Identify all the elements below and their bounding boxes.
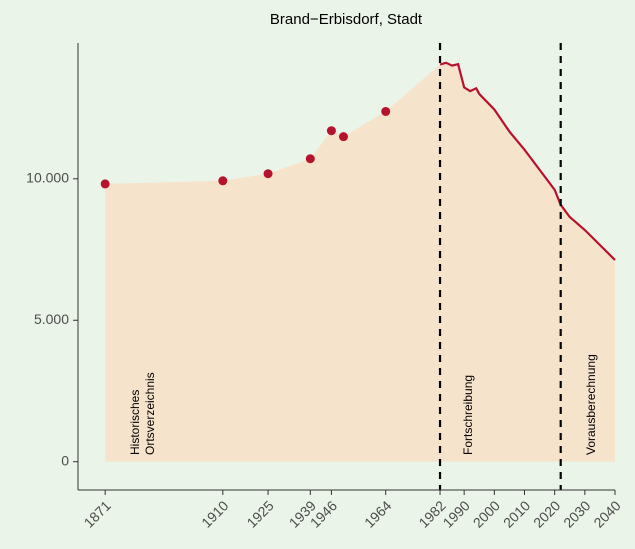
x-tick-label: 2040	[590, 497, 623, 530]
y-tick-label: 10.000	[26, 170, 69, 186]
x-tick-label: 1964	[361, 497, 394, 530]
x-tick-label: 2020	[530, 497, 563, 530]
area	[105, 62, 616, 462]
x-tick-label: 1990	[440, 497, 473, 530]
point	[305, 154, 315, 164]
point	[263, 169, 273, 179]
annotation: Historisches	[128, 390, 142, 455]
chart-title: Brand−Erbisdorf, Stadt	[270, 11, 423, 28]
x-tick-label: 2030	[560, 497, 593, 530]
y-tick-label: 5.000	[34, 311, 69, 327]
line	[439, 61, 616, 261]
point	[338, 132, 348, 142]
annotation: Vorausberechnung	[584, 354, 598, 455]
point	[381, 106, 391, 116]
point	[218, 176, 228, 186]
y-tick-label: 0	[61, 452, 69, 468]
annotation: Ortsverzeichnis	[143, 372, 157, 455]
x-tick-label: 1925	[243, 497, 276, 530]
x-tick-label: 1871	[81, 497, 114, 530]
annotation: Fortschreibung	[461, 375, 475, 455]
point	[326, 126, 336, 136]
x-tick-label: 1910	[198, 497, 231, 530]
x-tick-label: 2000	[470, 497, 503, 530]
x-tick-label: 2010	[500, 497, 533, 530]
point	[100, 179, 110, 189]
